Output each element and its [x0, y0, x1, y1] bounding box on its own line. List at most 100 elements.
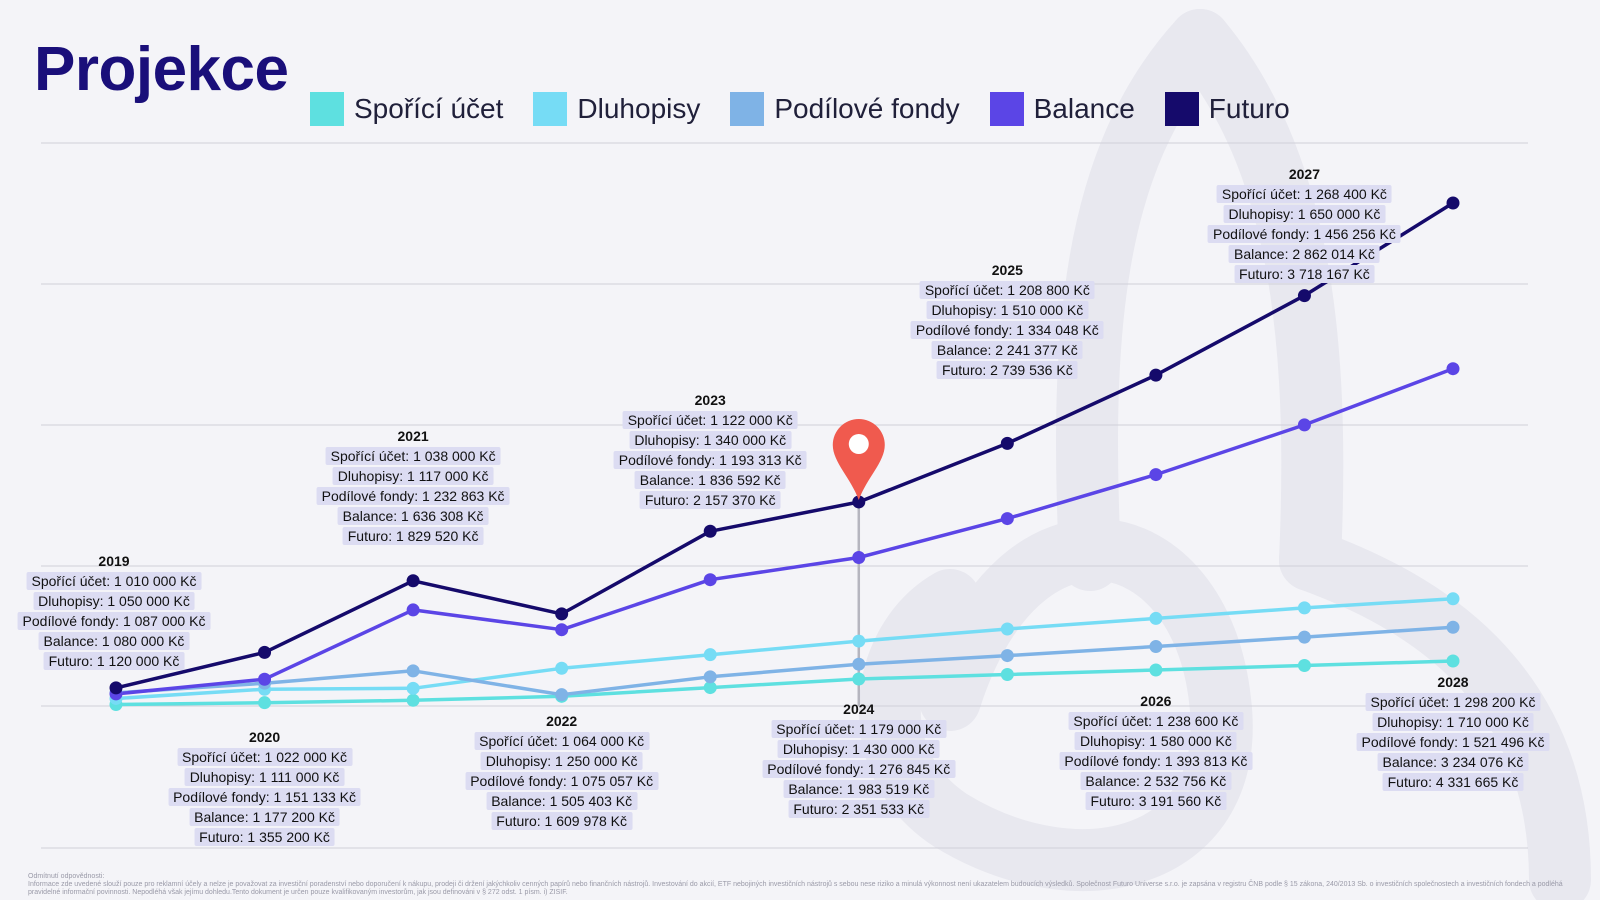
- point-dluhopisy-2026: [1149, 611, 1163, 625]
- legend-label-balance: Balance: [1033, 93, 1135, 124]
- legend-label-podilove-fondy: Podílové fondy: [774, 93, 960, 124]
- data-label-value: Balance: 2 241 377 Kč: [931, 341, 1083, 359]
- data-label-value: Spořící účet: 1 298 200 Kč: [1365, 693, 1541, 711]
- point-sporici-ucet-2025: [1000, 667, 1014, 681]
- data-label-value: Dluhopisy: 1 050 000 Kč: [33, 592, 195, 610]
- data-label-2024: 2024 Spořící účet: 1 179 000 Kč Dluhopisy:…: [762, 701, 956, 819]
- point-podilove-fondy-2022: [555, 688, 569, 702]
- point-sporici-ucet-2024: [852, 672, 866, 686]
- point-balance-2021: [406, 603, 420, 617]
- data-label-value: Podílové fondy: 1 151 133 Kč: [168, 788, 362, 806]
- data-label-value: Spořící účet: 1 179 000 Kč: [771, 720, 947, 738]
- point-podilove-fondy-2024: [852, 657, 866, 671]
- data-label-value: Futuro: 3 718 167 Kč: [1234, 265, 1375, 283]
- series-line-balance: [115, 367, 1454, 696]
- data-label-value: Futuro: 1 609 978 Kč: [491, 812, 633, 830]
- legend-item-balance: Balance: [989, 92, 1135, 126]
- point-sporici-ucet-2020: [258, 696, 272, 710]
- disclaimer-heading: Odmítnutí odpovědnosti:: [28, 873, 105, 880]
- legend-item-dluhopisy: Dluhopisy: [533, 92, 700, 126]
- series-line-dluhopisy: [115, 597, 1454, 701]
- data-label-2021: 2021 Spořící účet: 1 038 000 Kč Dluhopisy:…: [316, 428, 510, 546]
- data-label-value: Balance: 1 177 200 Kč: [189, 808, 340, 826]
- point-futuro-2023: [703, 524, 717, 538]
- point-futuro-2025: [1000, 436, 1014, 450]
- data-label-value: Balance: 1 836 592 Kč: [634, 471, 786, 489]
- point-sporici-ucet-2026: [1149, 663, 1163, 677]
- series-line-podilove-fondy: [115, 625, 1454, 697]
- data-label-value: Dluhopisy: 1 510 000 Kč: [926, 301, 1089, 319]
- data-label-2023: 2023 Spořící účet: 1 122 000 Kč Dluhopisy:…: [613, 392, 807, 510]
- data-label-value: Podílové fondy: 1 334 048 Kč: [910, 321, 1104, 339]
- point-balance-2023: [703, 573, 717, 587]
- point-futuro-2027: [1297, 289, 1311, 303]
- data-label-value: Balance: 1 983 519 Kč: [783, 780, 935, 798]
- point-podilove-fondy-2026: [1149, 640, 1163, 654]
- legend-swatch-podilove-fondy: [730, 92, 765, 126]
- point-balance-2025: [1000, 512, 1014, 526]
- point-sporici-ucet-2023: [703, 681, 717, 695]
- data-label-value: Podílové fondy: 1 232 863 Kč: [316, 487, 510, 505]
- point-balance-2022: [555, 623, 569, 637]
- data-label-value: Podílové fondy: 1 521 496 Kč: [1356, 733, 1550, 751]
- data-label-value: Spořící účet: 1 268 400 Kč: [1216, 185, 1392, 203]
- location-pin-center: [848, 434, 869, 454]
- data-label-value: Dluhopisy: 1 117 000 Kč: [332, 467, 494, 485]
- point-podilove-fondy-2028: [1446, 620, 1460, 634]
- data-label-value: Podílové fondy: 1 193 313 Kč: [613, 451, 807, 469]
- point-podilove-fondy-2021: [406, 664, 420, 678]
- data-label-value: Dluhopisy: 1 250 000 Kč: [480, 752, 643, 770]
- point-balance-2028: [1446, 362, 1460, 376]
- data-label-value: Dluhopisy: 1 111 000 Kč: [184, 768, 345, 786]
- legend-item-podilove-fondy: Podílové fondy: [730, 92, 960, 126]
- data-label-2020: 2020 Spořící účet: 1 022 000 Kč Dluhopisy:…: [168, 729, 362, 847]
- data-label-year: 2028: [1437, 674, 1469, 690]
- data-label-year: 2026: [1140, 693, 1172, 709]
- data-label-value: Spořící účet: 1 238 600 Kč: [1068, 712, 1244, 730]
- data-label-value: Podílové fondy: 1 456 256 Kč: [1207, 225, 1401, 243]
- data-label-value: Podílové fondy: 1 075 057 Kč: [465, 772, 659, 790]
- data-label-value: Spořící účet: 1 022 000 Kč: [177, 748, 353, 766]
- data-label-2027: 2027 Spořící účet: 1 268 400 Kč Dluhopisy:…: [1207, 166, 1401, 284]
- legend-label-futuro: Futuro: [1208, 93, 1290, 124]
- data-label-value: Spořící účet: 1 010 000 Kč: [26, 572, 202, 590]
- disclaimer: Odmítnutí odpovědnosti: Informace zde uv…: [28, 873, 1578, 897]
- data-label-2026: 2026 Spořící účet: 1 238 600 Kč Dluhopisy:…: [1059, 693, 1253, 811]
- data-label-value: Spořící účet: 1 208 800 Kč: [919, 281, 1095, 299]
- point-balance-2024: [852, 551, 866, 565]
- data-label-value: Futuro: 3 191 560 Kč: [1085, 792, 1227, 810]
- series-line-futuro: [115, 201, 1454, 690]
- data-label-year: 2027: [1288, 166, 1321, 182]
- legend-item-sporici-ucet: Spořící účet: [310, 92, 503, 126]
- data-label-value: Dluhopisy: 1 650 000 Kč: [1223, 205, 1386, 223]
- data-label-year: 2025: [991, 262, 1023, 278]
- location-pin-icon: [832, 419, 885, 500]
- data-label-2022: 2022 Spořící účet: 1 064 000 Kč Dluhopisy:…: [465, 713, 659, 831]
- data-label-value: Futuro: 2 157 370 Kč: [639, 491, 781, 509]
- legend-label-dluhopisy: Dluhopisy: [577, 93, 701, 124]
- series-line-sporici-ucet: [115, 659, 1454, 707]
- data-label-value: Balance: 3 234 076 Kč: [1377, 753, 1529, 771]
- legend-label-sporici-ucet: Spořící účet: [354, 93, 504, 124]
- point-balance-2027: [1297, 418, 1311, 432]
- point-sporici-ucet-2027: [1297, 658, 1311, 672]
- chart-legend: Spořící účet Dluhopisy Podílové fondy Ba…: [310, 92, 1320, 126]
- data-label-value: Balance: 1 080 000 Kč: [38, 632, 190, 650]
- point-dluhopisy-2027: [1297, 601, 1311, 615]
- data-label-value: Spořící účet: 1 122 000 Kč: [622, 411, 798, 429]
- data-label-value: Futuro: 1 355 200 Kč: [194, 828, 335, 846]
- data-label-2025: 2025 Spořící účet: 1 208 800 Kč Dluhopisy:…: [910, 262, 1104, 380]
- point-podilove-fondy-2025: [1000, 649, 1014, 663]
- data-label-value: Futuro: 2 739 536 Kč: [936, 361, 1078, 379]
- point-futuro-2021: [406, 574, 420, 588]
- disclaimer-text: Informace zde uvedené slouží pouze pro r…: [28, 881, 1563, 896]
- point-dluhopisy-2023: [703, 648, 717, 662]
- data-label-value: Dluhopisy: 1 710 000 Kč: [1372, 713, 1534, 731]
- data-label-value: Dluhopisy: 1 430 000 Kč: [777, 740, 940, 758]
- data-label-value: Dluhopisy: 1 340 000 Kč: [629, 431, 792, 449]
- point-dluhopisy-2028: [1446, 592, 1460, 606]
- point-podilove-fondy-2027: [1297, 630, 1311, 644]
- point-futuro-2020: [258, 645, 272, 659]
- data-label-value: Spořící účet: 1 064 000 Kč: [474, 732, 650, 750]
